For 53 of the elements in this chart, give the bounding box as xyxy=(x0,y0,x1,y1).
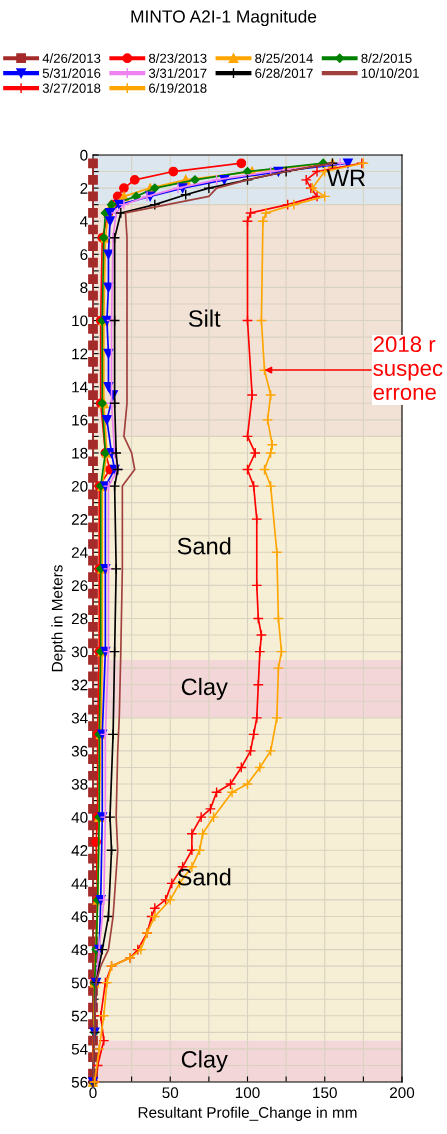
band-label: Silt xyxy=(188,309,221,327)
band-label: Clay xyxy=(181,1050,228,1073)
x-tick-label: 0 xyxy=(89,1087,97,1099)
y-tick-label: 44 xyxy=(71,878,88,889)
annotation: 2018 r suspec errone xyxy=(373,336,443,400)
y-tick-label: 34 xyxy=(71,712,88,724)
y-tick-label: 30 xyxy=(71,646,88,658)
x-tick-label: 150 xyxy=(313,1087,337,1099)
legend-label: 3/27/2018 xyxy=(42,83,101,93)
y-tick-label: 24 xyxy=(71,547,88,558)
chart-title: MINTO A2I-1 Magnitude xyxy=(131,9,317,27)
band-label: Clay xyxy=(181,677,228,700)
y-tick-label: 12 xyxy=(72,348,88,360)
band-label: Sand xyxy=(177,537,231,555)
legend-label: 5/31/2016 xyxy=(42,68,101,78)
y-tick-label: 10 xyxy=(72,315,88,327)
x-axis-title: Resultant Profile_Change in mm xyxy=(138,1106,357,1121)
x-tick-label: 200 xyxy=(390,1087,415,1099)
y-tick-label: 48 xyxy=(71,944,88,956)
legend-label: 8/25/2014 xyxy=(255,53,313,63)
y-tick-label: 26 xyxy=(71,580,88,592)
y-tick-label: 20 xyxy=(71,480,88,492)
legend-label: 3/31/2017 xyxy=(148,68,207,78)
y-tick-label: 36 xyxy=(71,745,88,757)
legend-label: 4/26/2013 xyxy=(42,53,101,63)
band-label: WR xyxy=(326,169,365,186)
y-tick-label: 46 xyxy=(71,911,88,923)
y-tick-label: 54 xyxy=(71,1043,88,1055)
y-tick-label: 8 xyxy=(80,282,88,294)
x-tick-label: 50 xyxy=(162,1087,179,1099)
x-tick-label: 100 xyxy=(235,1087,260,1099)
y-tick-label: 42 xyxy=(71,845,88,856)
y-tick-label: 56 xyxy=(71,1076,88,1088)
y-tick-label: 2 xyxy=(80,182,88,194)
y-tick-label: 52 xyxy=(71,1010,88,1022)
y-tick-label: 0 xyxy=(80,149,88,161)
y-tick-label: 14 xyxy=(72,381,88,393)
legend-label: 10/10/201 xyxy=(361,68,419,78)
y-tick-label: 38 xyxy=(71,778,88,790)
y-tick-label: 6 xyxy=(80,249,88,261)
y-tick-label: 18 xyxy=(72,447,88,459)
y-tick-label: 4 xyxy=(79,216,88,227)
legend-label: 8/23/2013 xyxy=(148,53,207,63)
y-tick-label: 32 xyxy=(71,679,88,691)
legend-label: 8/2/2015 xyxy=(361,53,412,63)
y-axis-title: Depth in Meters xyxy=(51,565,66,672)
legend-label: 6/19/2018 xyxy=(149,83,207,93)
legend-label: 6/28/2017 xyxy=(255,68,313,78)
y-tick-label: 22 xyxy=(71,514,88,525)
y-tick-label: 50 xyxy=(71,977,88,989)
y-tick-label: 16 xyxy=(72,414,88,426)
y-tick-label: 40 xyxy=(71,812,88,823)
y-tick-label: 28 xyxy=(71,613,88,625)
